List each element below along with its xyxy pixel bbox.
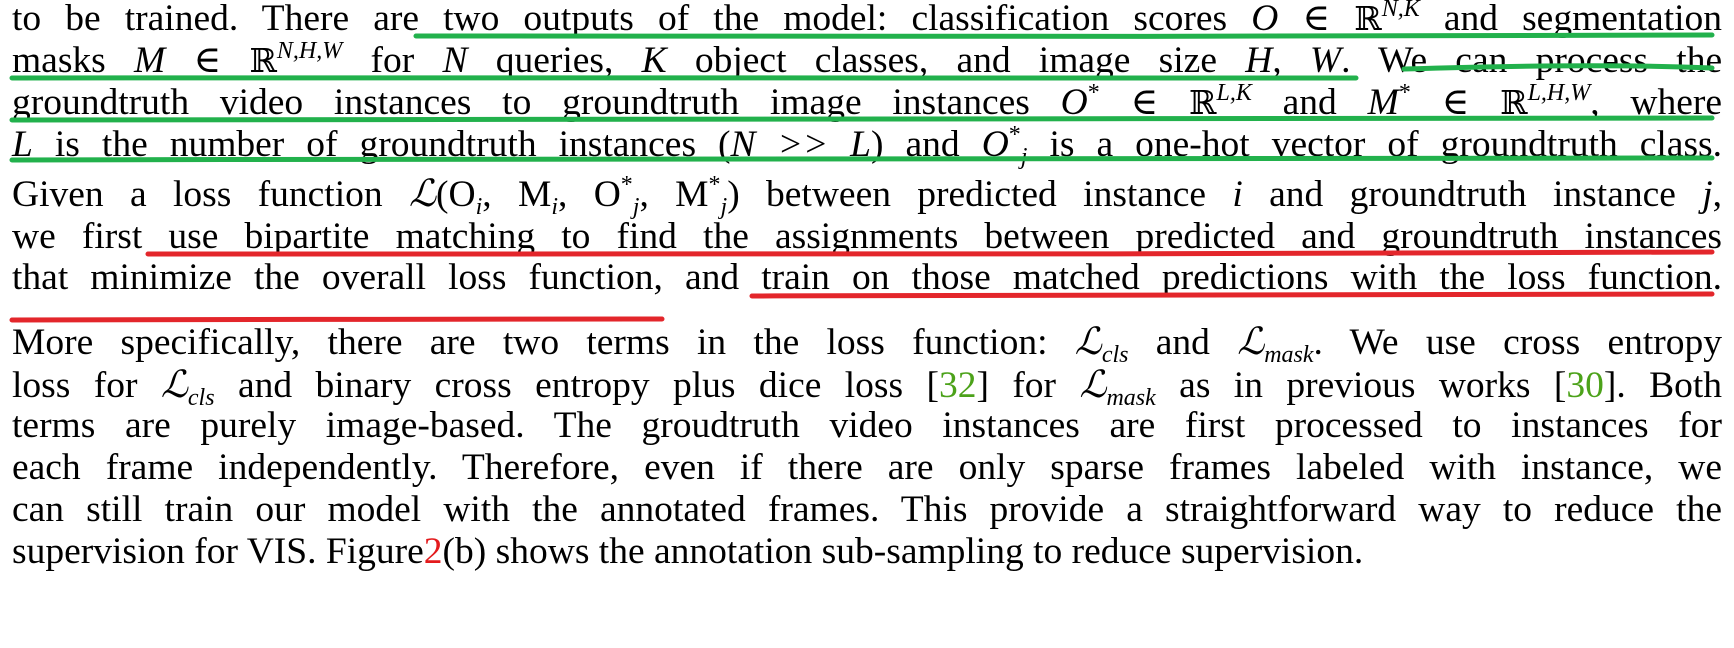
math: i — [551, 194, 558, 220]
math: j — [1702, 174, 1713, 215]
text: , and — [653, 257, 740, 298]
math: mask — [1264, 342, 1314, 368]
text: queries, — [495, 40, 614, 81]
text: masks — [12, 40, 106, 81]
math: * — [1398, 80, 1411, 106]
text: Given a loss function — [12, 174, 383, 215]
p2-line-4: each frame independently. Therefore, eve… — [12, 447, 1722, 488]
text: to be trained. There are — [12, 0, 419, 39]
math: ∈ — [1130, 82, 1159, 123]
math: * — [708, 172, 721, 198]
text: for — [370, 40, 415, 81]
math: N,H,W — [276, 38, 343, 64]
math: ℒ — [1074, 319, 1102, 363]
p1-line-4: L is the number of groundtruth instances… — [12, 122, 1723, 170]
math: O — [1060, 82, 1088, 123]
text: that minimize the overall loss function — [12, 257, 654, 298]
math: ∈ — [193, 40, 222, 81]
citation-link[interactable]: 32 — [938, 365, 977, 406]
text: , where — [1590, 82, 1723, 123]
math: i — [475, 194, 483, 220]
text: More specifically, there are two terms i… — [12, 322, 1048, 363]
math: mask — [1106, 385, 1156, 411]
math: ∈ — [1302, 0, 1331, 39]
math: cls — [1101, 342, 1129, 368]
text: and segmentation — [1443, 0, 1723, 39]
text: . We use cross entropy — [1313, 322, 1723, 363]
math: ℝ — [249, 41, 277, 80]
figure-ref-link[interactable]: 2 — [423, 531, 443, 572]
math: j — [720, 194, 728, 220]
math: ℝ — [1189, 83, 1217, 122]
math: M — [1367, 82, 1399, 123]
math: j — [632, 194, 640, 220]
text: groundtruth video instances to groundtru… — [12, 82, 1030, 123]
p2-line-1: More specifically, there are two terms i… — [12, 318, 1723, 367]
math: O — [981, 124, 1009, 165]
text: is a one-hot vector of groundtruth class… — [1049, 124, 1723, 165]
p1-line-7: that minimize the overall loss function,… — [12, 255, 1722, 301]
p2-line-5: can still train our model with the annot… — [12, 489, 1722, 530]
math: L,K — [1216, 80, 1252, 106]
text: ) and — [871, 124, 960, 165]
text: is the number of groundtruth instances ( — [54, 124, 731, 165]
math: , M — [639, 174, 709, 215]
p2-line-3: terms are purely image-based. The groudt… — [12, 405, 1722, 446]
text: and — [1282, 82, 1337, 123]
math: i — [1232, 174, 1243, 215]
math: ℒ — [408, 171, 436, 215]
math: N — [442, 40, 468, 81]
text: (b) shows the annotation sub-sampling to… — [442, 531, 1364, 572]
text: supervision for VIS. Figure — [12, 531, 424, 572]
text: two outputs of the model: classification… — [443, 0, 1228, 39]
text: object classes, and image size — [694, 40, 1217, 81]
math: ℒ — [1237, 319, 1265, 363]
p1-line-5: Given a loss function ℒ(Oi, Mi, O*j, M*j… — [12, 171, 1723, 220]
text: as in previous works [ — [1179, 365, 1567, 406]
math: O — [1251, 0, 1279, 39]
math: , M — [482, 174, 552, 215]
p2-line-6: supervision for VIS. Figure2(b) shows th… — [12, 529, 1722, 575]
math: L — [12, 124, 33, 165]
math: , O — [557, 174, 621, 215]
math: * — [620, 172, 633, 198]
math: * — [1087, 80, 1100, 106]
math: ℒ — [160, 362, 188, 406]
math: ∈ — [1441, 82, 1470, 123]
math: K — [641, 40, 667, 81]
p1-line-1: to be trained. There are two outputs of … — [12, 0, 1722, 42]
math: j — [1020, 144, 1028, 170]
math: L,H,W — [1527, 80, 1591, 106]
math: ℝ — [1354, 0, 1382, 38]
text: loss for — [12, 365, 138, 406]
text: ]. Both — [1603, 365, 1723, 406]
text: train on those matched predictions with … — [761, 257, 1713, 298]
text: and groundtruth instance — [1269, 174, 1676, 215]
text: between predicted instance — [766, 174, 1207, 215]
text: . — [1712, 257, 1722, 298]
text: use bipartite matching to find the assig… — [168, 216, 1723, 257]
p1-line-3: groundtruth video instances to groundtru… — [12, 80, 1722, 126]
text: process the — [1535, 40, 1723, 81]
math: N >> L — [730, 124, 872, 165]
text: and — [1155, 322, 1210, 363]
math: cls — [187, 385, 215, 411]
text: and binary cross entropy plus dice loss … — [237, 365, 939, 406]
math: M — [133, 40, 166, 81]
p1-line-6: we first use bipartite matching to find … — [12, 214, 1722, 260]
text: ] for — [976, 365, 1057, 406]
math: (O — [436, 174, 476, 215]
math: H, W — [1245, 40, 1342, 81]
math: N,K — [1381, 0, 1420, 22]
math: ) — [727, 174, 740, 215]
math: ℝ — [1500, 83, 1528, 122]
p1-line-2: masks M ∈ ℝN,H,W for N queries, K object… — [12, 38, 1722, 84]
math: ℒ — [1079, 362, 1107, 406]
math: * — [1008, 122, 1021, 148]
text: . We can — [1341, 40, 1508, 81]
text: we first — [12, 216, 143, 257]
citation-link[interactable]: 30 — [1566, 365, 1604, 406]
p2-line-2: loss for ℒcls and binary cross entropy p… — [12, 361, 1723, 410]
